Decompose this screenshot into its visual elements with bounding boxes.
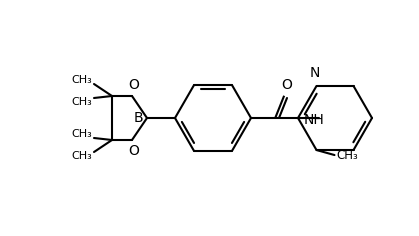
- Text: CH₃: CH₃: [336, 148, 358, 162]
- Text: N: N: [309, 66, 320, 80]
- Text: O: O: [282, 78, 292, 92]
- Text: CH₃: CH₃: [71, 151, 92, 161]
- Text: O: O: [129, 144, 140, 158]
- Text: CH₃: CH₃: [71, 129, 92, 139]
- Text: B: B: [133, 111, 143, 125]
- Text: NH: NH: [304, 113, 325, 127]
- Text: O: O: [129, 78, 140, 92]
- Text: CH₃: CH₃: [71, 97, 92, 107]
- Text: CH₃: CH₃: [71, 75, 92, 85]
